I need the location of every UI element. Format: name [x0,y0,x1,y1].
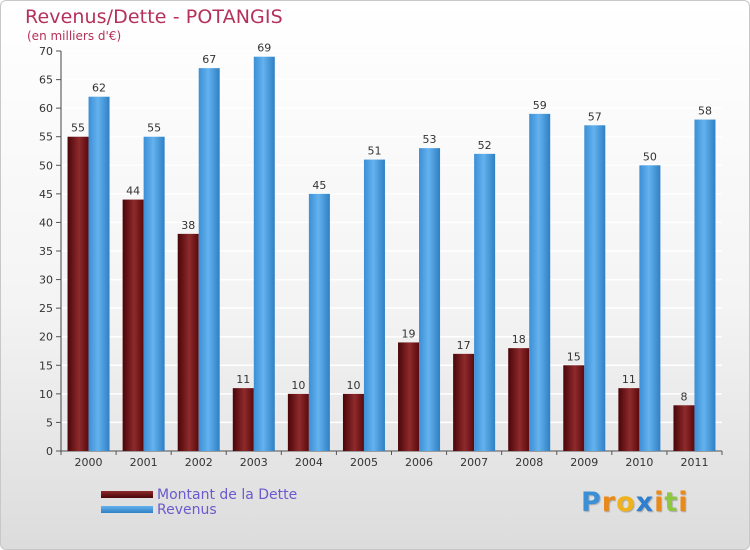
data-label-revenue: 62 [92,82,106,95]
y-tick-label: 0 [46,445,53,458]
y-tick-label: 50 [39,159,53,172]
data-label-debt: 15 [567,350,581,363]
logo-letter: r [601,487,617,518]
bar-debt [287,393,309,451]
bar-debt [453,353,475,451]
x-tick-label: 2004 [295,456,323,469]
x-tick-label: 2002 [185,456,213,469]
bar-debt [618,388,640,451]
data-label-revenue: 55 [147,122,161,135]
y-tick-label: 70 [39,45,53,58]
data-label-debt: 10 [291,379,305,392]
data-label-debt: 10 [346,379,360,392]
data-label-revenue: 51 [367,145,381,158]
bar-revenue [639,165,661,452]
bar-debt [67,136,89,451]
bar-debt [398,342,420,451]
data-label-revenue: 45 [312,179,326,192]
data-label-debt: 55 [71,122,85,135]
y-tick-label: 45 [39,188,53,201]
legend: Montant de la Dette Revenus [101,486,298,518]
logo-letter: o [616,487,636,518]
y-tick-label: 40 [39,216,53,229]
bar-revenue [198,68,220,452]
y-tick-label: 15 [39,359,53,372]
y-tick-label: 65 [39,74,53,87]
bar-revenue [143,136,165,451]
logo-letter: t [664,487,679,518]
chart-subtitle: (en milliers d'€) [27,29,122,43]
bar-revenue [88,96,110,451]
data-label-revenue: 53 [423,133,437,146]
bar-revenue [253,56,275,451]
data-label-debt: 19 [402,327,416,340]
x-tick-label: 2011 [680,456,708,469]
y-tick-label: 25 [39,302,53,315]
legend-label-revenus: Revenus [157,501,217,518]
data-label-debt: 44 [126,185,140,198]
x-tick-label: 2008 [515,456,543,469]
bar-debt [232,388,254,451]
legend-swatch-revenus [101,506,153,513]
y-tick-label: 30 [39,274,53,287]
legend-label-dette: Montant de la Dette [157,486,298,503]
y-tick-label: 60 [39,102,53,115]
y-tick-label: 55 [39,131,53,144]
data-label-debt: 11 [622,373,636,386]
logo-letter: i [678,487,689,518]
bar-revenue [474,153,496,451]
bar-revenue [308,193,330,451]
x-tick-label: 2007 [460,456,488,469]
logo-letter: i [654,487,665,518]
data-label-revenue: 58 [698,105,712,118]
data-label-revenue: 57 [588,110,602,123]
x-tick-label: 2003 [240,456,268,469]
data-label-revenue: 50 [643,150,657,163]
data-label-debt: 8 [680,390,687,403]
bar-debt [508,348,530,451]
data-label-revenue: 67 [202,53,216,66]
y-tick-label: 10 [39,388,53,401]
x-tick-label: 2010 [625,456,653,469]
data-label-debt: 17 [457,339,471,352]
proxiti-logo: Proxiti [581,487,689,518]
bar-revenue [529,113,551,451]
legend-swatch-dette [101,491,153,498]
logo-letter: x [635,487,655,518]
legend-item-revenus: Revenus [101,501,297,518]
y-tick-label: 5 [46,416,53,429]
x-tick-label: 2009 [570,456,598,469]
x-tick-label: 2001 [130,456,158,469]
x-tick-label: 2006 [405,456,433,469]
data-label-debt: 11 [236,373,250,386]
y-tick-label: 20 [39,331,53,344]
data-label-debt: 18 [512,333,526,346]
bar-debt [177,233,199,451]
logo-letter: P [581,487,602,518]
data-label-revenue: 59 [533,99,547,112]
chart-title: Revenus/Dette - POTANGIS [25,6,283,28]
bar-revenue [363,159,385,452]
bar-revenue [584,125,606,452]
x-tick-label: 2005 [350,456,378,469]
data-label-debt: 38 [181,219,195,232]
bar-debt [342,393,364,451]
data-label-revenue: 52 [478,139,492,152]
x-tick-label: 2000 [75,456,103,469]
bar-debt [122,199,144,451]
data-label-revenue: 69 [257,42,271,55]
bar-debt [673,405,695,451]
bar-revenue [419,148,441,451]
bar-revenue [694,119,716,452]
legend-item-dette: Montant de la Dette [101,486,298,503]
y-tick-label: 35 [39,245,53,258]
bar-debt [563,365,585,451]
